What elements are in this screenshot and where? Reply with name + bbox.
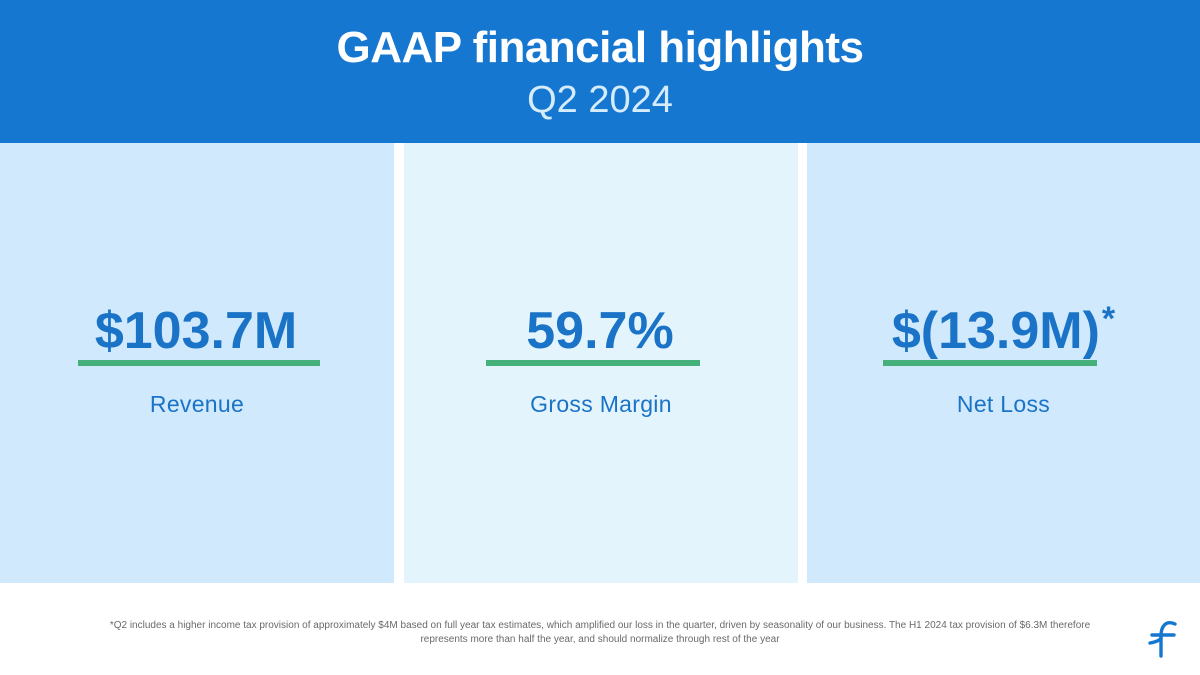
metric-value-text: 59.7% bbox=[526, 302, 674, 360]
metric-label-net-loss: Net Loss bbox=[956, 391, 1051, 417]
metric-value-revenue: $103.7M bbox=[0, 288, 394, 362]
metric-panel-net-loss: $(13.9M)* Net Loss bbox=[807, 143, 1200, 583]
metric-value-text: $103.7M bbox=[94, 302, 298, 360]
metric-asterisk: * bbox=[1101, 300, 1116, 338]
metric-label-revenue: Revenue bbox=[149, 391, 245, 417]
metric-label-gross-margin: Gross Margin bbox=[530, 391, 672, 417]
metric-underline bbox=[883, 360, 1097, 366]
metric-value-text: $(13.9M) bbox=[891, 302, 1100, 360]
metric-underline bbox=[486, 360, 700, 366]
metric-underline bbox=[78, 360, 320, 366]
metric-panel-gross-margin: 59.7% Gross Margin bbox=[404, 143, 798, 583]
page-title: GAAP financial highlights bbox=[336, 23, 864, 72]
header-banner: GAAP financial highlights Q2 2024 bbox=[0, 0, 1200, 143]
metric-panel-revenue: $103.7M Revenue bbox=[0, 143, 394, 583]
metric-value-net-loss: $(13.9M)* bbox=[807, 288, 1200, 362]
footnote: *Q2 includes a higher income tax provisi… bbox=[109, 620, 1091, 645]
page-subtitle: Q2 2024 bbox=[527, 79, 673, 121]
company-logo-icon bbox=[1148, 618, 1180, 660]
metric-value-gross-margin: 59.7% bbox=[404, 288, 798, 362]
